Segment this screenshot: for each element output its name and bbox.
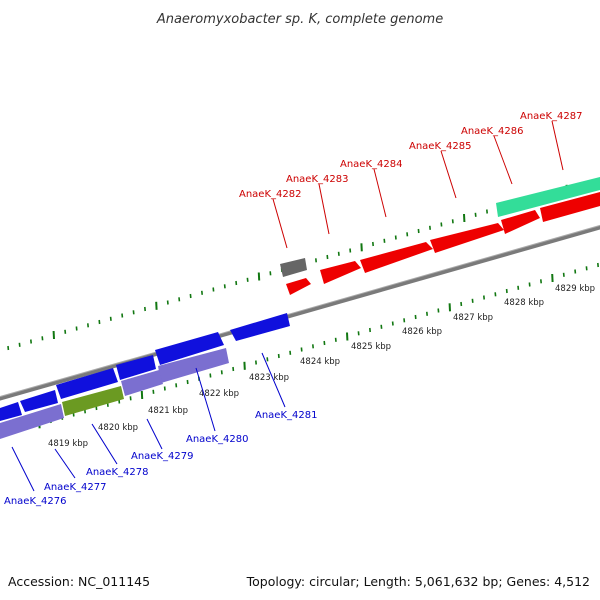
genome-title: Anaeromyxobacter sp. K, complete genome — [156, 12, 443, 27]
forward-features — [280, 177, 600, 295]
kbp-label: 4824 kbp — [300, 357, 340, 367]
kbp-label: 4828 kbp — [504, 298, 544, 308]
leader-line — [195, 367, 216, 432]
gene-label-4284[interactable]: AnaeK_4284 — [340, 159, 402, 170]
gene-feature-4276[interactable] — [0, 402, 22, 421]
genome-backbone-highlight — [0, 224, 600, 398]
gene-feature-light-1[interactable] — [158, 348, 229, 383]
leader-line — [318, 183, 330, 235]
gene-feature-4283[interactable] — [320, 261, 361, 284]
gene-feature-4281[interactable] — [230, 313, 290, 341]
genome-backbone — [0, 225, 600, 401]
gene-label-4280[interactable]: AnaeK_4280 — [186, 434, 248, 445]
leader-line — [373, 168, 387, 218]
gene-feature-light-2[interactable] — [121, 370, 163, 396]
gene-label-4281[interactable]: AnaeK_4281 — [255, 410, 317, 421]
leader-line — [440, 150, 457, 199]
gene-label-4279[interactable]: AnaeK_4279 — [131, 451, 193, 462]
accession-text: Accession: NC_011145 — [8, 574, 150, 589]
leader-line — [551, 120, 564, 171]
kbp-label: 4825 kbp — [351, 342, 391, 352]
gene-feature-4277[interactable] — [20, 390, 58, 412]
gene-feature-4282[interactable] — [286, 278, 311, 295]
reverse-gene-labels: AnaeK_4276 AnaeK_4277 AnaeK_4278 AnaeK_4… — [4, 352, 317, 507]
leader-line — [54, 448, 76, 479]
leader-line — [261, 352, 286, 408]
leader-line — [493, 135, 513, 185]
kbp-label: 4829 kbp — [555, 284, 595, 294]
gene-label-4287[interactable]: AnaeK_4287 — [520, 111, 582, 122]
gene-label-4278[interactable]: AnaeK_4278 — [86, 467, 148, 478]
gene-feature-gray[interactable] — [280, 258, 307, 277]
gene-feature-4279[interactable] — [116, 355, 156, 380]
gene-label-4286[interactable]: AnaeK_4286 — [461, 126, 523, 137]
gene-label-4285[interactable]: AnaeK_4285 — [409, 141, 471, 152]
leader-line — [146, 418, 163, 450]
kbp-scale: 4819 kbp 4820 kbp 4821 kbp 4822 kbp 4823… — [48, 284, 595, 449]
kbp-label: 4819 kbp — [48, 439, 88, 449]
kbp-label: 4827 kbp — [453, 313, 493, 323]
kbp-label: 4826 kbp — [402, 327, 442, 337]
gene-label-4277[interactable]: AnaeK_4277 — [44, 482, 106, 493]
gene-feature-4284[interactable] — [360, 242, 433, 273]
gene-feature-4278[interactable] — [56, 368, 118, 399]
gene-label-4276[interactable]: AnaeK_4276 — [4, 496, 66, 507]
upper-tick-row — [7, 180, 591, 351]
forward-gene-labels: AnaeK_4282 AnaeK_4283 AnaeK_4284 AnaeK_4… — [239, 111, 582, 249]
kbp-label: 4822 kbp — [199, 389, 239, 399]
gene-label-4283[interactable]: AnaeK_4283 — [286, 174, 348, 185]
leader-line — [272, 198, 288, 249]
gene-feature-4285[interactable] — [430, 223, 504, 253]
gene-feature-green[interactable] — [496, 177, 600, 217]
gene-feature-4286[interactable] — [501, 210, 540, 234]
gene-feature-olive[interactable] — [62, 386, 124, 416]
gene-feature-light-3[interactable] — [0, 404, 64, 439]
gene-feature-4287[interactable] — [540, 192, 600, 222]
kbp-label: 4823 kbp — [249, 373, 289, 383]
kbp-label: 4820 kbp — [98, 423, 138, 433]
gene-feature-4280[interactable] — [155, 332, 224, 365]
leader-line — [91, 423, 118, 465]
gene-label-4282[interactable]: AnaeK_4282 — [239, 189, 301, 200]
kbp-label: 4821 kbp — [148, 406, 188, 416]
reverse-features — [0, 313, 290, 439]
leader-line — [11, 446, 35, 492]
genome-summary-text: Topology: circular; Length: 5,061,632 bp… — [246, 574, 590, 589]
